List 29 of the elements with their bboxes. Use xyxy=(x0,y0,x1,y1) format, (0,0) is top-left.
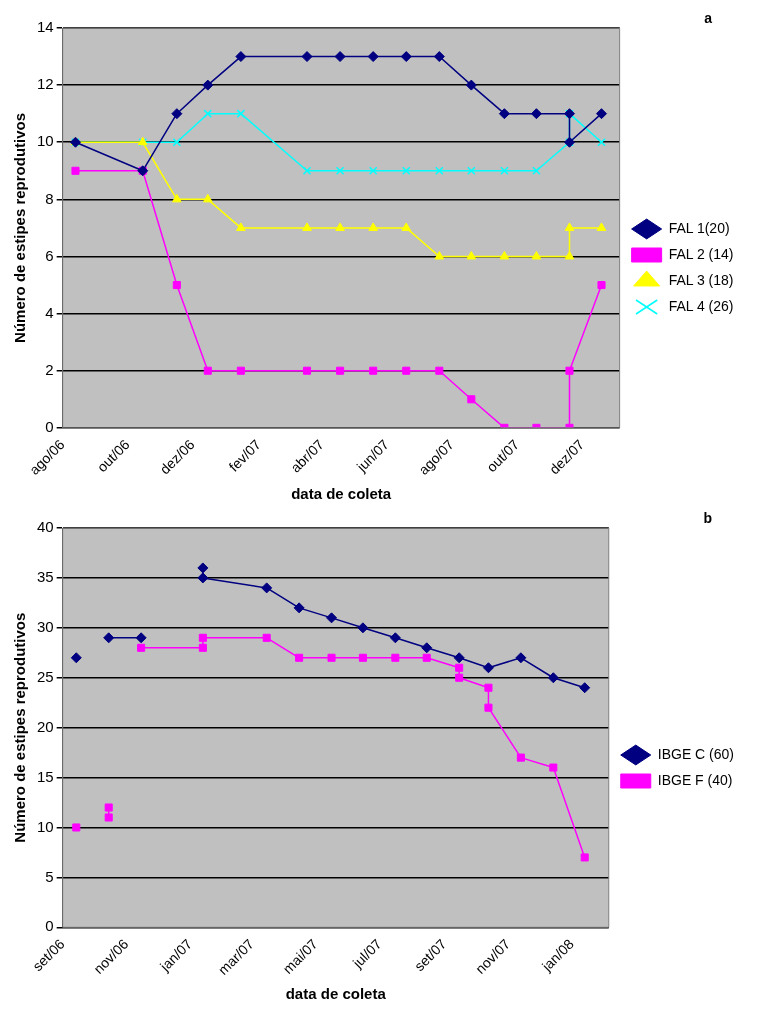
legend-label: IBGE C (60) xyxy=(657,745,735,762)
legend-label: FAL 3 (18) xyxy=(668,271,734,288)
y-tick-label: 14 xyxy=(37,18,54,36)
legend-label: FAL 2 (14) xyxy=(668,245,734,262)
y-tick-label: 40 xyxy=(37,518,54,536)
y-tick-label: 20 xyxy=(37,717,54,735)
y-tick-label: 10 xyxy=(37,817,54,835)
x-axis-title: data de coleta xyxy=(291,485,392,503)
y-tick-label: 35 xyxy=(37,568,54,586)
y-tick-label: 4 xyxy=(45,303,54,321)
y-tick-label: 0 xyxy=(45,917,54,935)
legend-label: FAL 4 (26) xyxy=(668,297,734,314)
y-tick-label: 12 xyxy=(37,75,54,93)
y-tick-label: 10 xyxy=(37,132,54,150)
y-tick-label: 25 xyxy=(37,667,54,685)
y-tick-label: 30 xyxy=(37,617,54,635)
y-axis-title: Número de estipes reprodutivos xyxy=(11,112,29,343)
y-tick-label: 8 xyxy=(45,189,54,207)
y-tick-label: 0 xyxy=(45,417,54,435)
x-axis-title: data de coleta xyxy=(285,985,387,1003)
legend-label: IBGE F (40) xyxy=(657,771,733,788)
y-tick-label: 15 xyxy=(37,767,54,785)
y-tick-label: 5 xyxy=(45,867,54,885)
y-tick-label: 6 xyxy=(45,246,54,264)
text: b xyxy=(703,509,712,526)
y-tick-label: 2 xyxy=(45,360,54,378)
text: a xyxy=(704,9,713,26)
y-axis-title: Número de estipes reprodutivos xyxy=(11,612,29,843)
legend-label: FAL 1(20) xyxy=(668,219,730,236)
